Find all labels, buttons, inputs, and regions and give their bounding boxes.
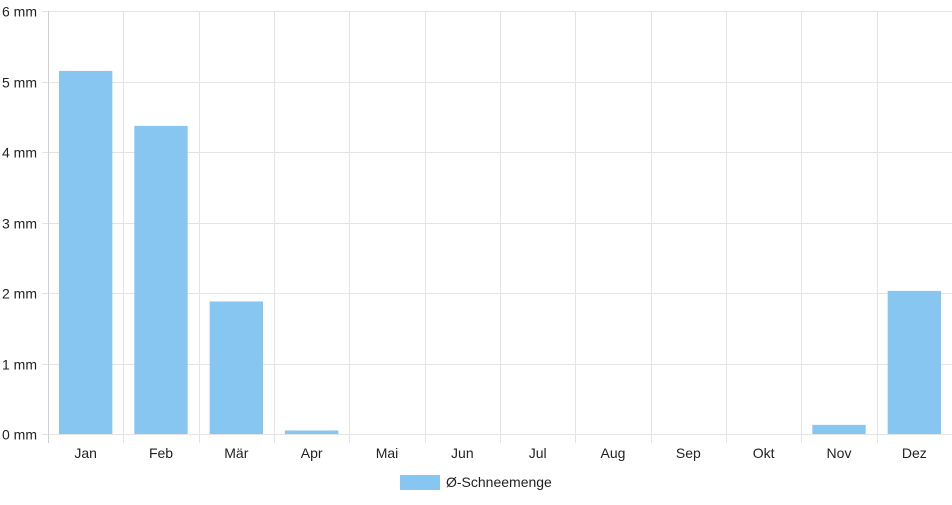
- bar-apr[interactable]: [285, 430, 339, 434]
- x-tick-label: Jan: [74, 445, 97, 461]
- y-tick-label: 6 mm: [2, 4, 37, 20]
- x-tick-label: Apr: [301, 445, 323, 461]
- x-tick-label: Aug: [601, 445, 626, 461]
- y-tick-label: 1 mm: [2, 357, 37, 373]
- bar-feb[interactable]: [134, 125, 188, 434]
- x-tick-label: Okt: [753, 445, 775, 461]
- y-tick-label: 3 mm: [2, 216, 37, 232]
- bar-jan[interactable]: [59, 70, 113, 435]
- y-tick-label: 2 mm: [2, 286, 37, 302]
- x-tick-label: Jul: [529, 445, 547, 461]
- bar-mär[interactable]: [209, 301, 263, 434]
- legend-label[interactable]: Ø-Schneemenge: [446, 474, 552, 490]
- x-tick-label: Mai: [376, 445, 399, 461]
- x-tick-label: Dez: [902, 445, 927, 461]
- x-tick-label: Nov: [827, 445, 852, 461]
- y-tick-label: 0 mm: [2, 427, 37, 443]
- bar-nov[interactable]: [812, 424, 866, 434]
- legend[interactable]: Ø-Schneemenge: [400, 474, 552, 490]
- y-tick-label: 4 mm: [2, 145, 37, 161]
- legend-swatch[interactable]: [400, 475, 440, 490]
- y-tick-label: 5 mm: [2, 75, 37, 91]
- bar-dez[interactable]: [887, 290, 941, 434]
- bar-layer: [59, 70, 941, 435]
- x-tick-label: Mär: [224, 445, 248, 461]
- x-tick-label: Sep: [676, 445, 701, 461]
- grid-layer: [42, 11, 952, 443]
- x-tick-label: Jun: [451, 445, 474, 461]
- axis-layer: 0 mm 1 mm 2 mm 3 mm 4 mm 5 mm 6 mm Jan Feb Mär Apr…: [2, 4, 927, 462]
- x-tick-label: Feb: [149, 445, 173, 461]
